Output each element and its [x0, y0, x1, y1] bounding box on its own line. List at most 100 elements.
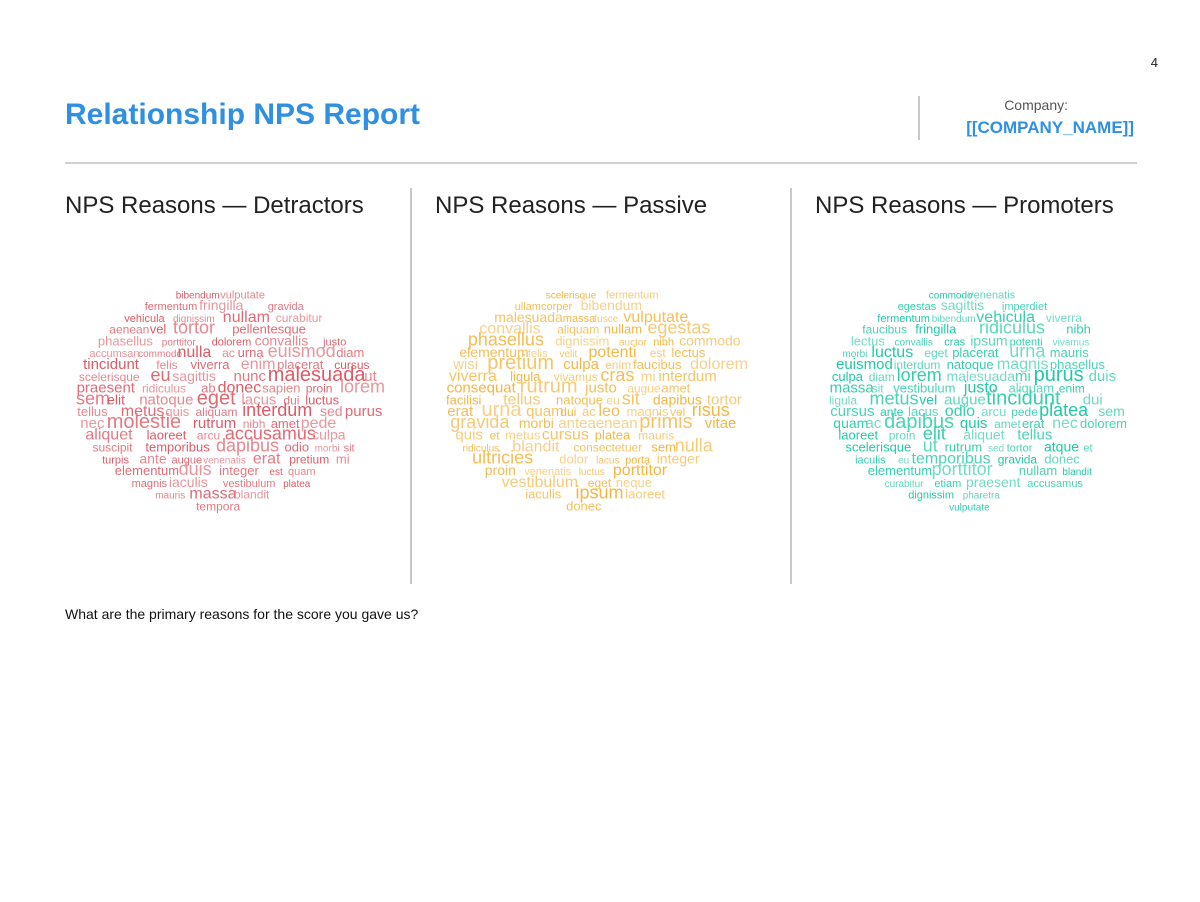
cloud-word: enim — [1059, 382, 1085, 396]
cloud-word: euismod — [268, 341, 336, 361]
cloud-word: culpa — [312, 427, 346, 443]
cloud-word: atque — [1044, 439, 1079, 455]
cloud-word: vel — [670, 405, 685, 419]
cloud-word: duis — [1089, 368, 1117, 385]
cloud-word: sit — [872, 382, 885, 396]
cloud-word: rutrum — [945, 440, 983, 455]
cloud-word: egestas — [898, 301, 937, 313]
cloud-word: dignissim — [173, 314, 215, 325]
cloud-word: accusamus — [1027, 478, 1083, 490]
cloud-word: malesuada — [494, 309, 563, 325]
cloud-word: facilisi — [446, 392, 482, 407]
word-cloud-promoters: commodo venenatis egestas sagittis imperdiet… — [815, 280, 1155, 530]
cloud-word: viverra — [1046, 311, 1082, 325]
cloud-word: quam — [526, 403, 564, 420]
cloud-word: odio — [945, 403, 975, 420]
cloud-word: vel — [919, 391, 937, 407]
cloud-word: eget — [588, 476, 612, 490]
company-name: [[COMPANY_NAME]] — [966, 118, 1134, 137]
cloud-word: leo — [599, 403, 620, 420]
cloud-word: lacus — [241, 391, 276, 408]
cloud-word: tellus — [1017, 427, 1052, 444]
cloud-word: porttitor — [613, 462, 668, 479]
cloud-word: pede — [301, 415, 337, 432]
cloud-word: interdum — [658, 368, 716, 385]
cloud-word: quis — [165, 404, 189, 419]
cloud-word: nullam — [604, 322, 642, 337]
cloud-word: vehicula — [976, 309, 1035, 326]
cloud-word: placerat — [277, 357, 324, 372]
cloud-word: blandit — [234, 488, 270, 502]
cloud-word: duis — [179, 459, 212, 479]
cloud-word: cursus — [830, 403, 874, 420]
cloud-word: gravida — [998, 452, 1038, 466]
cloud-word: mauris — [1050, 345, 1090, 360]
cloud-word: nibh — [653, 336, 674, 348]
cloud-word: cras — [600, 365, 634, 385]
cloud-word: metus — [505, 428, 541, 443]
cloud-word: laoreet — [838, 428, 878, 443]
cloud-word: iaculis — [855, 454, 886, 466]
cloud-word: tortor — [173, 318, 215, 338]
cloud-word: accusamus — [225, 424, 316, 444]
cloud-word: ipsum — [576, 483, 624, 503]
cloud-word: dui — [283, 393, 299, 407]
cloud-word: eu — [606, 393, 619, 407]
cloud-word: venenatis — [203, 455, 246, 466]
cloud-word: tellus — [77, 404, 108, 419]
cloud-word: nullam — [223, 309, 270, 326]
cloud-word: curabitur — [885, 479, 925, 490]
cloud-word: ante — [139, 450, 166, 466]
cloud-word: culpa — [832, 369, 864, 384]
cloud-word: commodo — [138, 349, 182, 360]
cloud-word: aliquam — [1009, 381, 1055, 396]
cloud-word: sed — [320, 403, 343, 419]
cloud-word: sed — [988, 444, 1004, 455]
cloud-word: et — [490, 429, 501, 443]
cloud-word: quis — [455, 427, 483, 444]
cloud-word: morbi — [519, 415, 554, 431]
cloud-word: ac — [866, 415, 882, 432]
cloud-word: augue — [944, 391, 986, 408]
cloud-word: gravida — [268, 301, 305, 313]
cloud-word: suscipit — [93, 441, 134, 455]
cloud-word: interdum — [894, 358, 941, 372]
cloud-word: nibh — [1066, 322, 1091, 337]
cloud-word: odio — [285, 440, 310, 455]
cloud-word: magnis — [997, 356, 1049, 373]
cloud-word: dapibus — [653, 391, 702, 407]
cloud-word: massa — [563, 313, 596, 325]
cloud-word: eget — [197, 387, 236, 409]
cloud-word: mi — [641, 368, 656, 384]
cloud-word: nec — [1052, 415, 1078, 432]
cloud-word: felis — [528, 348, 548, 360]
cloud-word: bibendum — [932, 314, 976, 325]
cloud-word: tortor — [707, 391, 742, 408]
cloud-word: gravida — [450, 412, 510, 432]
cloud-word: sem — [651, 440, 676, 455]
cloud-word: ligula — [510, 369, 541, 384]
cloud-word: consequat — [447, 380, 517, 397]
cloud-word: donec — [218, 380, 262, 397]
cloud-word: faucibus — [633, 357, 682, 372]
cloud-word: fringilla — [915, 322, 957, 337]
cloud-word: dapibus — [884, 411, 954, 433]
cloud-word: enim — [605, 358, 631, 372]
cloud-word: quis — [960, 415, 988, 432]
cloud-word: lorem — [897, 365, 942, 385]
cloud-word: vulputate — [623, 309, 688, 326]
cloud-word: amet — [661, 381, 690, 396]
cloud-word: aenean — [109, 323, 149, 337]
cloud-word: ridiculus — [979, 318, 1045, 338]
cloud-word: vestibulum — [223, 478, 276, 490]
cloud-word: est — [650, 346, 667, 360]
cloud-word: pellentesque — [232, 322, 306, 337]
cloud-word: neque — [616, 475, 652, 490]
cloud-word: temporibus — [145, 440, 210, 455]
cloud-word: laoreet — [147, 428, 187, 443]
cloud-word: sit — [622, 388, 640, 408]
cloud-word: cursus — [542, 427, 589, 444]
cloud-word: tincidunt — [83, 356, 140, 373]
cloud-word: vitae — [705, 415, 737, 432]
cloud-word: vulputate — [949, 503, 990, 514]
